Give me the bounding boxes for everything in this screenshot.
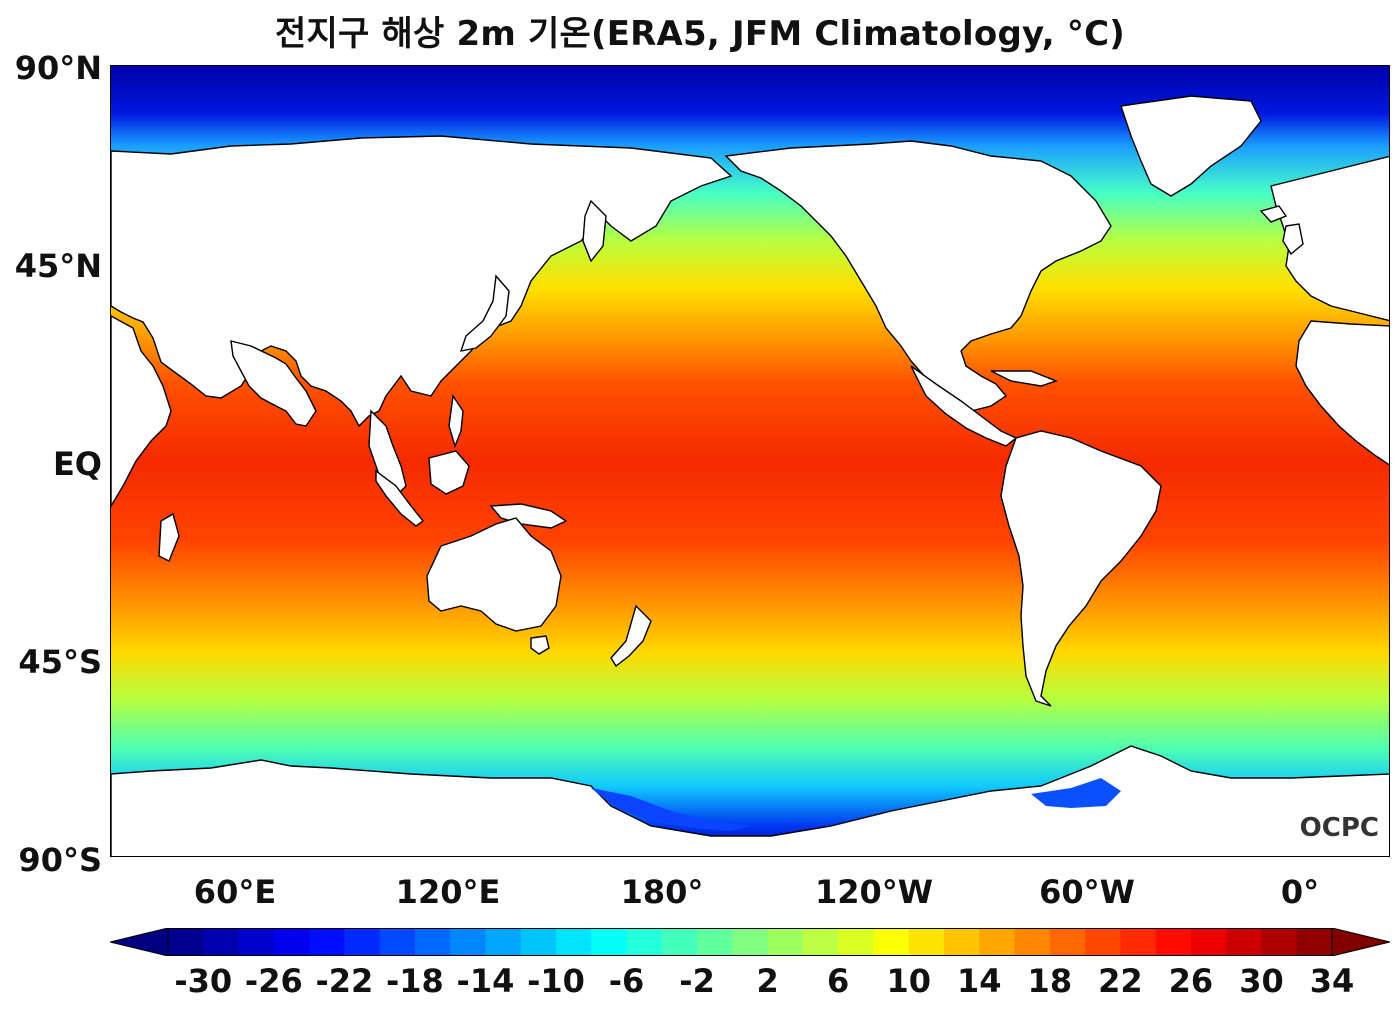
colorbar-cell xyxy=(1226,928,1263,956)
colorbar-tick-label: 18 xyxy=(1027,962,1073,1000)
colorbar-cell xyxy=(591,928,628,956)
colorbar-cell xyxy=(556,928,592,956)
weddell-sea xyxy=(1031,778,1121,808)
philippines-islands xyxy=(448,394,464,449)
madagascar-island xyxy=(158,512,180,562)
colorbar-cell xyxy=(379,928,416,956)
colorbar-tick-label: 30 xyxy=(1239,962,1284,1000)
cuba-island xyxy=(990,370,1059,387)
lat-label-45s: 45°S xyxy=(18,643,102,681)
colorbar-cell xyxy=(944,928,980,956)
west-africa-landmass xyxy=(1295,320,1389,466)
colorbar-outline xyxy=(167,928,1333,956)
colorbar-cell xyxy=(238,928,275,956)
eurasia-landmass xyxy=(111,135,733,428)
colorbar-cell xyxy=(414,928,451,956)
north-america-landmass xyxy=(724,140,1112,412)
colorbar-cell xyxy=(344,928,381,956)
colorbar-tick-label: -30 xyxy=(174,962,233,1000)
colorbar-cell xyxy=(309,928,345,956)
colorbar-tick-label: 2 xyxy=(756,962,779,1000)
british-isles xyxy=(1282,223,1304,256)
india-landmass xyxy=(230,340,317,427)
colorbar-tick-label: -6 xyxy=(608,962,645,1000)
colorbar-cells xyxy=(110,928,1390,956)
colorbar-cell xyxy=(1120,928,1157,956)
colorbar-cell xyxy=(485,928,522,956)
colorbar-cell xyxy=(661,928,698,956)
central-america-landmass xyxy=(910,365,1018,447)
map-title: 전지구 해상 2m 기온(ERA5, JFM Climatology, °C) xyxy=(275,14,1125,54)
colorbar-cell xyxy=(1261,928,1298,956)
antarctica-landmass xyxy=(111,745,1389,856)
colorbar-cell xyxy=(1190,928,1227,956)
colorbar-tick-label: -10 xyxy=(527,962,585,1000)
lon-label-60e: 60°E xyxy=(193,873,277,911)
colorbar-extend-low xyxy=(110,928,169,956)
lat-label-90s: 90°S xyxy=(18,841,102,879)
lon-label-60w: 60°W xyxy=(1039,873,1135,911)
lon-label-120e: 120°E xyxy=(395,873,501,911)
lat-label-90n: 90°N xyxy=(14,49,102,87)
kamchatka-peninsula xyxy=(582,199,607,263)
africa-landmass xyxy=(111,315,172,508)
lon-label-120w: 120°W xyxy=(814,873,934,911)
south-america-landmass xyxy=(1000,430,1162,707)
colorbar-cell xyxy=(1085,928,1121,956)
ross-sea xyxy=(591,788,751,831)
lon-label-0: 0° xyxy=(1280,873,1320,911)
borneo-island xyxy=(428,450,470,495)
land-masses xyxy=(111,95,1389,856)
greenland-landmass xyxy=(1120,95,1262,197)
colorbar-cell xyxy=(838,928,875,956)
colorbar-tick-label: 22 xyxy=(1098,962,1143,1000)
colorbar-tick-label: -18 xyxy=(386,962,444,1000)
colorbar xyxy=(110,928,1390,956)
new-guinea-island xyxy=(489,503,568,529)
colorbar-cell xyxy=(697,928,733,956)
temperature-map: OCPC xyxy=(111,66,1389,856)
colorbar-cell xyxy=(1155,928,1192,956)
colorbar-tick-label: -26 xyxy=(244,962,303,1000)
colorbar-tick-label: 14 xyxy=(957,962,1002,1000)
colorbar-tick-label: 34 xyxy=(1309,962,1355,1000)
southeast-asia-landmass xyxy=(368,409,407,497)
colorbar-extend-high xyxy=(1331,928,1390,956)
japan-islands xyxy=(459,274,510,352)
tasmania-island xyxy=(530,635,550,655)
colorbar-cell xyxy=(168,928,204,956)
colorbar-cell xyxy=(203,928,240,956)
iceland-island xyxy=(1259,205,1288,223)
colorbar-cell xyxy=(767,928,804,956)
colorbar-cell xyxy=(908,928,945,956)
colorbar-cell xyxy=(520,928,557,956)
colorbar-cell xyxy=(450,928,487,956)
colorbar-cell xyxy=(1014,928,1051,956)
map-panel: OCPC xyxy=(110,65,1390,857)
colorbar-tick-label: -2 xyxy=(679,962,715,1000)
lat-label-eq: EQ xyxy=(52,445,102,483)
australia-landmass xyxy=(426,517,562,632)
ocpc-logo: OCPC xyxy=(1300,813,1379,843)
lon-label-180: 180° xyxy=(620,873,704,911)
colorbar-tick-label: -22 xyxy=(315,962,374,1000)
colorbar-cell xyxy=(273,928,310,956)
colorbar-cell xyxy=(979,928,1016,956)
colorbar-cell xyxy=(802,928,839,956)
colorbar-tick-label: -14 xyxy=(456,962,515,1000)
colorbar-cell xyxy=(1296,928,1333,956)
colorbar-tick-label: 26 xyxy=(1168,962,1214,1000)
new-zealand-islands xyxy=(610,604,652,668)
colorbar-cell xyxy=(1049,928,1086,956)
sumatra-island xyxy=(375,469,425,527)
colorbar-cell xyxy=(732,928,769,956)
colorbar-cell xyxy=(626,928,663,956)
lat-label-45n: 45°N xyxy=(14,247,102,285)
colorbar-cell xyxy=(873,928,910,956)
colorbar-tick-label: 10 xyxy=(886,962,931,1000)
colorbar-tick-label: 6 xyxy=(827,962,850,1000)
